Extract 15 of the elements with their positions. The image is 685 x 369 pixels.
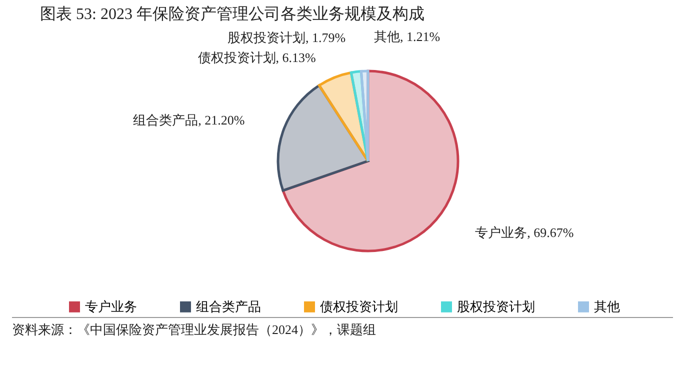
text: 资料来源：《中国保险资产管理业发展报告（2024）》，课题组: [12, 317, 673, 338]
data-label: 组合类产品, 21.20%: [133, 112, 245, 128]
pie-slice: [282, 70, 460, 252]
data-label: 债权投资计划, 6.13%: [198, 50, 316, 66]
data-label: 股权投资计划, 1.79%: [228, 30, 346, 46]
legend-label: 股权投资计划: [457, 298, 535, 314]
data-label: 专户业务, 69.67%: [475, 224, 574, 240]
legend-label: 专户业务: [85, 298, 137, 314]
pie-slice: [276, 84, 370, 192]
data-label: 其他, 1.21%: [374, 29, 440, 44]
legend-label: 组合类产品: [196, 298, 261, 314]
legend-label: 债权投资计划: [320, 298, 398, 314]
chart-title: 图表 53: 2023 年保险资产管理公司各类业务规模及构成: [40, 5, 424, 23]
legend-label: 其他: [594, 298, 620, 314]
pie-slice: [360, 70, 370, 162]
